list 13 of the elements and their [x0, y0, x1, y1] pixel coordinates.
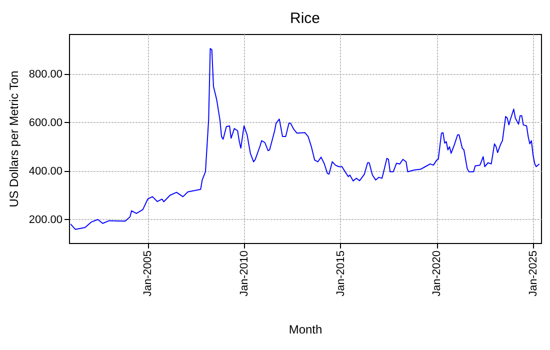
x-tick-label: Jan-2015 — [334, 250, 347, 296]
x-tick-label: Jan-2025 — [528, 250, 540, 296]
x-tick-label: Jan-2010 — [238, 250, 251, 296]
x-axis-title: Month — [288, 322, 322, 336]
x-tick-label: Jan-2005 — [142, 250, 154, 296]
y-tick-label: 800.00 — [28, 68, 62, 81]
line-series — [70, 48, 540, 230]
y-tick-label: 400.00 — [28, 165, 62, 178]
y-tick-label: 600.00 — [28, 117, 62, 129]
chart-title: Rice — [290, 10, 320, 27]
x-tick-label: Jan-2020 — [431, 250, 444, 296]
y-axis-title: US Dollars per Metric Ton — [6, 70, 21, 208]
y-tick-label: 200.00 — [28, 214, 62, 226]
